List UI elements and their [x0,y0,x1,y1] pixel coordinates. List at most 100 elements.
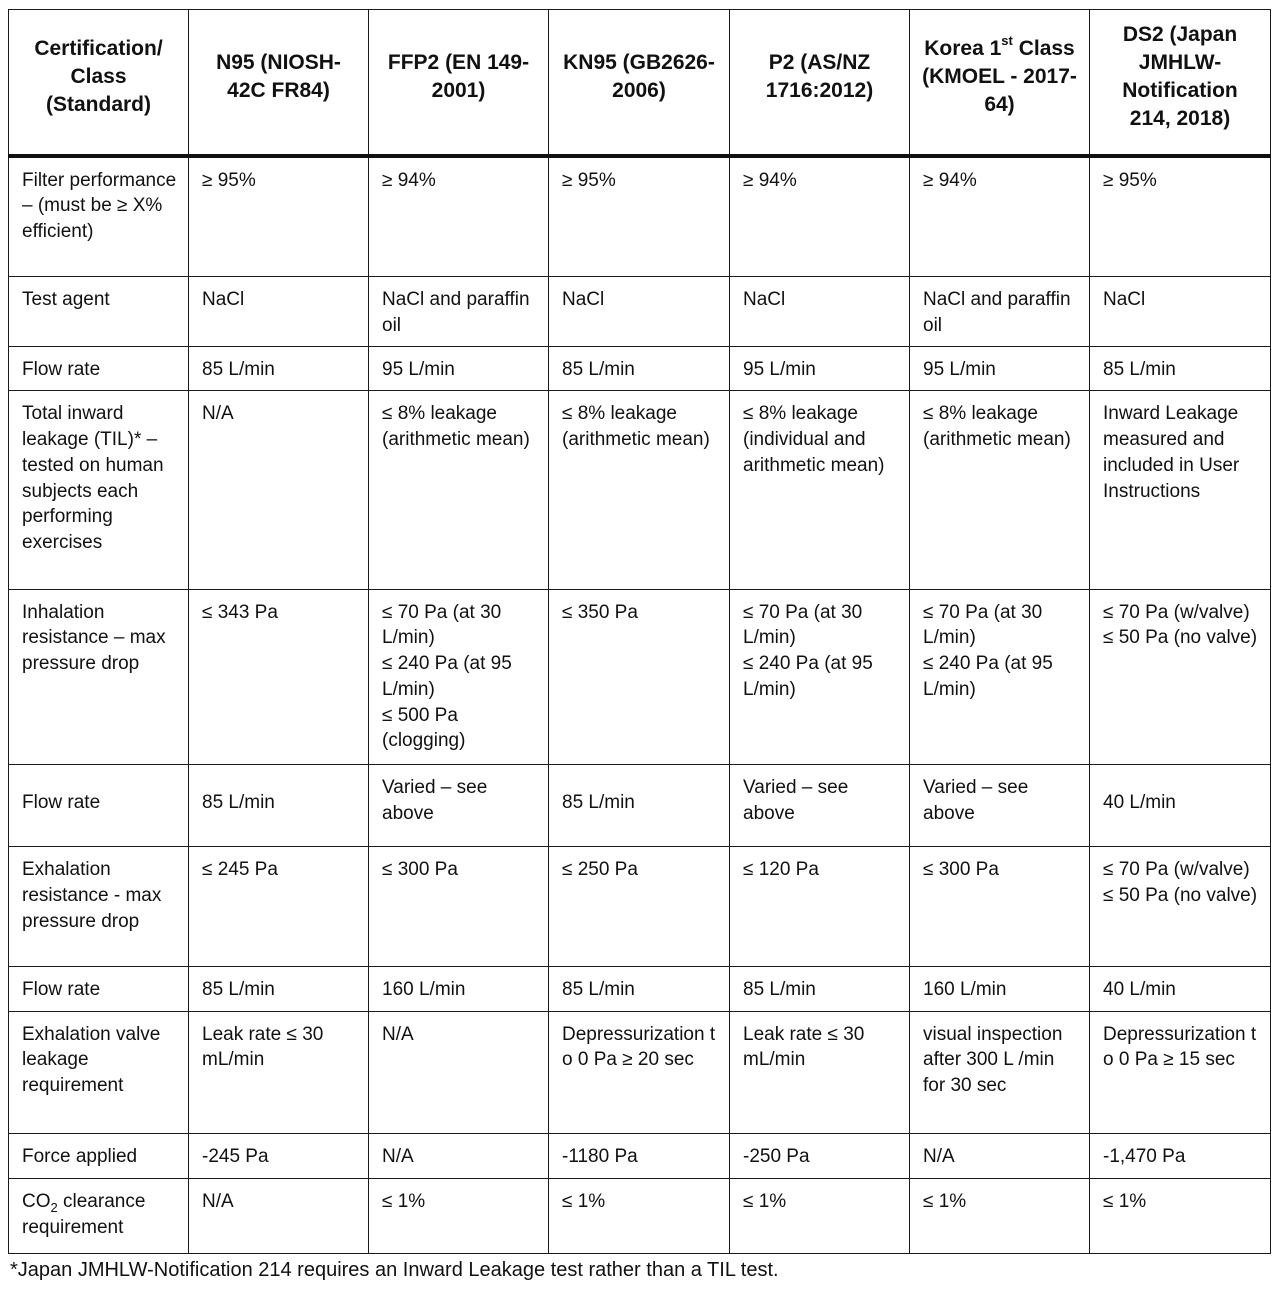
table-cell: ≤ 1% [1089,1177,1271,1255]
header-p2: P2 (AS/NZ 1716:2012) [729,9,910,158]
table-cell: 95 L/min [368,346,549,392]
table-row: Filter performance – (must be ≥ X% effic… [8,154,1271,278]
row-label: Exhalation resistance - max pressure dro… [8,846,189,968]
table-cell: ≤ 8% leakage (arithmetic mean) [909,390,1090,590]
table-cell: 85 L/min [729,966,910,1012]
table-cell: 160 L/min [368,966,549,1012]
table-row: Flow rate 85 L/min Varied – see above 85… [8,764,1271,848]
table-cell: 85 L/min [548,764,730,848]
table-cell: ≤ 70 Pa (w/valve) ≤ 50 Pa (no valve) [1089,588,1271,766]
header-kn95: KN95 (GB2626-2006) [548,9,730,158]
table-cell: ≤ 350 Pa [548,588,730,766]
header-row: Certification/ Class (Standard) N95 (NIO… [8,9,1271,158]
row-label: Filter performance – (must be ≥ X% effic… [8,154,189,278]
table-cell: 40 L/min [1089,764,1271,848]
header-korea-post: Class (KMOEL - 2017-64) [922,36,1077,116]
table-cell: 85 L/min [188,966,369,1012]
table-cell: ≤ 1% [368,1177,549,1255]
table-cell: NaCl and paraffin oil [368,276,549,348]
header-korea-pre: Korea 1 [924,36,1002,60]
co2-label-sub: 2 [50,1199,58,1215]
table-cell: Varied – see above [368,764,549,848]
row-label: Test agent [8,276,189,348]
header-ffp2: FFP2 (EN 149-2001) [368,9,549,158]
table-cell: Leak rate ≤ 30 mL/min [729,1010,910,1134]
co2-label-pre: CO [22,1190,51,1212]
table-cell: ≤ 250 Pa [548,846,730,968]
row-label: Flow rate [8,966,189,1012]
table-cell: ≤ 70 Pa (w/valve) ≤ 50 Pa (no valve) [1089,846,1271,968]
table-row: Force applied -245 Pa N/A -1180 Pa -250 … [8,1132,1271,1179]
row-label: Total inward leakage (TIL)* – tested on … [8,390,189,590]
table-cell: ≤ 8% leakage (arithmetic mean) [548,390,730,590]
table-cell: ≥ 95% [1089,154,1271,278]
table-cell: Depressurization to 0 Pa ≥ 15 sec [1089,1010,1271,1134]
table-row: CO2 clearance requirement N/A ≤ 1% ≤ 1% … [8,1177,1271,1255]
table-cell: ≥ 94% [368,154,549,278]
row-label: CO2 clearance requirement [8,1177,189,1255]
table-cell: ≤ 8% leakage (individual and arithmetic … [729,390,910,590]
table-cell: N/A [368,1132,549,1179]
table-cell: Depressurization to 0 Pa ≥ 20 sec [548,1010,730,1134]
table-cell: 160 L/min [909,966,1090,1012]
table-cell: ≥ 95% [548,154,730,278]
table-cell: ≤ 343 Pa [188,588,369,766]
row-label: Flow rate [8,346,189,392]
header-n95: N95 (NIOSH-42C FR84) [188,9,369,158]
table-cell: ≥ 95% [188,154,369,278]
table-cell: NaCl [188,276,369,348]
table-cell: -1180 Pa [548,1132,730,1179]
row-label: Exhalation valve leakage requirement [8,1010,189,1134]
table-cell: -1,470 Pa [1089,1132,1271,1179]
table-cell: 85 L/min [188,346,369,392]
table-cell: Leak rate ≤ 30 mL/min [188,1010,369,1134]
table-cell: ≤ 300 Pa [909,846,1090,968]
table-cell: 85 L/min [548,346,730,392]
comparison-table: Certification/ Class (Standard) N95 (NIO… [8,9,1271,1255]
header-korea-sup: st [1001,32,1013,48]
table-cell: -250 Pa [729,1132,910,1179]
table-cell: NaCl [729,276,910,348]
table-cell: 95 L/min [729,346,910,392]
header-korea-1st-class: Korea 1st Class (KMOEL - 2017-64) [909,9,1090,158]
row-label: Flow rate [8,764,189,848]
table-cell: -245 Pa [188,1132,369,1179]
table-cell: ≤ 1% [909,1177,1090,1255]
table-cell: Inward Leakage measured and included in … [1089,390,1271,590]
table-cell: NaCl [548,276,730,348]
table-cell: ≤ 245 Pa [188,846,369,968]
table-cell: ≤ 70 Pa (at 30 L/min) ≤ 240 Pa (at 95 L/… [909,588,1090,766]
header-ds2-japan: DS2 (Japan JMHLW-Notification 214, 2018) [1089,9,1271,158]
row-label: Force applied [8,1132,189,1179]
table-row: Test agent NaCl NaCl and paraffin oil Na… [8,276,1271,348]
table-cell: ≤ 1% [548,1177,730,1255]
table-cell: 85 L/min [1089,346,1271,392]
table-cell: 95 L/min [909,346,1090,392]
table-row: Total inward leakage (TIL)* – tested on … [8,390,1271,590]
co2-label-post: clearance requirement [22,1190,146,1238]
table-row: Exhalation valve leakage requirement Lea… [8,1010,1271,1134]
table-row: Flow rate 85 L/min 95 L/min 85 L/min 95 … [8,346,1271,392]
table-cell: NaCl [1089,276,1271,348]
table-row: Inhalation resistance – max pressure dro… [8,588,1271,766]
table-cell: Varied – see above [729,764,910,848]
table-cell: ≥ 94% [909,154,1090,278]
table-cell: ≤ 70 Pa (at 30 L/min) ≤ 240 Pa (at 95 L/… [368,588,549,766]
table-cell: Varied – see above [909,764,1090,848]
table-cell: N/A [188,1177,369,1255]
table-row: Exhalation resistance - max pressure dro… [8,846,1271,968]
table-cell: N/A [909,1132,1090,1179]
table-cell: N/A [188,390,369,590]
table-cell: ≤ 70 Pa (at 30 L/min) ≤ 240 Pa (at 95 L/… [729,588,910,766]
table-cell: N/A [368,1010,549,1134]
table-cell: 85 L/min [188,764,369,848]
table-cell: visual inspection after 300 L /min for 3… [909,1010,1090,1134]
table-cell: ≤ 300 Pa [368,846,549,968]
table-cell: ≤ 120 Pa [729,846,910,968]
table-row: Flow rate 85 L/min 160 L/min 85 L/min 85… [8,966,1271,1012]
row-label: Inhalation resistance – max pressure dro… [8,588,189,766]
header-certification-class: Certification/ Class (Standard) [8,9,189,158]
table-cell: ≤ 8% leakage (arithmetic mean) [368,390,549,590]
table-cell: 85 L/min [548,966,730,1012]
footnote: *Japan JMHLW-Notification 214 requires a… [10,1259,779,1281]
